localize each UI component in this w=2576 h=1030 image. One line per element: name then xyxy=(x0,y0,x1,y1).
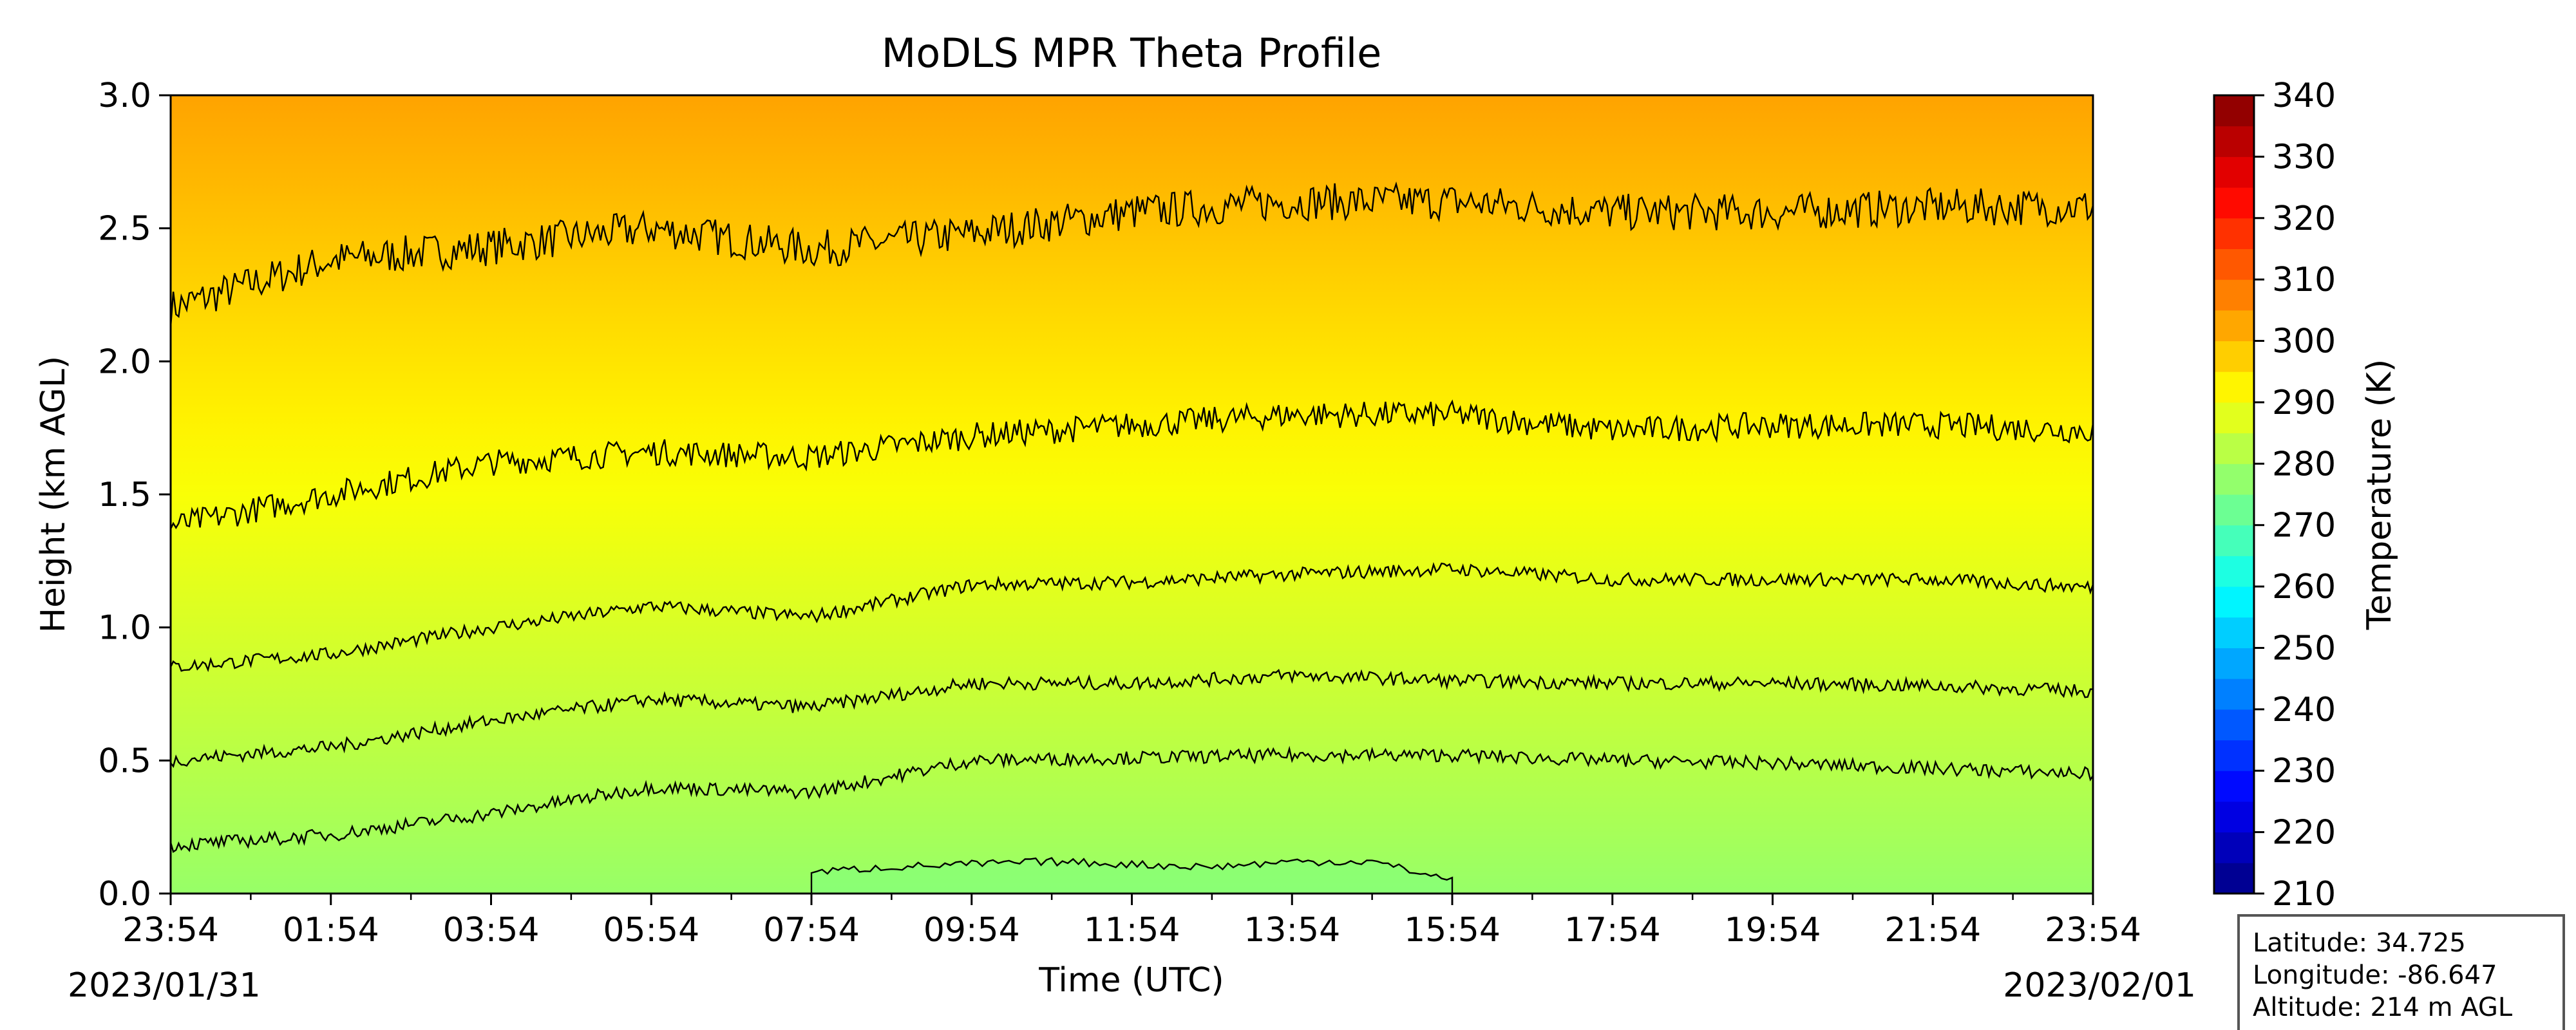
colorbar-band xyxy=(2214,279,2254,311)
contour-line-upper xyxy=(171,181,2093,327)
colorbar-tick-label: 330 xyxy=(2272,138,2336,176)
x-tick-label: 07:54 xyxy=(763,911,860,950)
colorbar-tick-label: 260 xyxy=(2272,568,2336,606)
location-info-box: Latitude: 34.725 Longitude: -86.647 Alti… xyxy=(2237,914,2565,1030)
colorbar-band xyxy=(2214,679,2254,710)
contour-line-low xyxy=(171,669,2093,769)
x-tick-label: 15:54 xyxy=(1404,911,1501,950)
x-tick-label: 03:54 xyxy=(443,911,540,950)
contour-line-mid xyxy=(171,562,2093,673)
x-tick-label: 21:54 xyxy=(1884,911,1981,950)
info-altitude: Altitude: 214 m AGL xyxy=(2253,993,2513,1022)
start-date-label: 2023/01/31 xyxy=(68,966,261,1005)
contour-lines xyxy=(171,181,2093,894)
colorbar-tick-label: 230 xyxy=(2272,752,2336,791)
contour-line-high xyxy=(171,399,2093,530)
y-axis: 0.0 0.5 1.0 1.5 2.0 2.5 3.0 xyxy=(98,77,171,913)
y-axis-label: Height (km AGL) xyxy=(34,356,73,633)
plot-area xyxy=(169,94,2094,895)
colorbar-tick-label: 300 xyxy=(2272,323,2336,361)
colorbar-tick-label: 290 xyxy=(2272,384,2336,422)
y-tick-label: 1.0 xyxy=(98,609,151,648)
colorbar-band xyxy=(2214,464,2254,495)
colorbar-band xyxy=(2214,494,2254,526)
colorbar-band xyxy=(2214,341,2254,372)
x-tick-label: 19:54 xyxy=(1725,911,1821,950)
x-tick-label: 09:54 xyxy=(923,911,1020,950)
colorbar-band xyxy=(2214,525,2254,556)
colorbar-tick-label: 250 xyxy=(2272,629,2336,668)
x-tick-label: 11:54 xyxy=(1084,911,1180,950)
x-tick-label: 01:54 xyxy=(283,911,379,950)
colorbar-tick-label: 310 xyxy=(2272,261,2336,299)
info-longitude: Longitude: -86.647 xyxy=(2253,960,2497,990)
colorbar-band xyxy=(2214,586,2254,618)
colorbar-band xyxy=(2214,709,2254,741)
x-tick-label: 23:54 xyxy=(2045,911,2141,950)
x-tick-label: 05:54 xyxy=(603,911,699,950)
y-tick-label: 3.0 xyxy=(98,77,151,115)
colorbar-bands xyxy=(2214,95,2254,894)
colorbar-tick-label: 220 xyxy=(2272,814,2336,852)
info-box-frame xyxy=(2237,914,2565,1030)
end-date-label: 2023/02/01 xyxy=(2003,966,2196,1005)
colorbar-band xyxy=(2214,617,2254,648)
colorbar-band xyxy=(2214,740,2254,771)
colorbar-label: Temperature (K) xyxy=(2360,359,2399,631)
chart-title: MoDLS MPR Theta Profile xyxy=(882,30,1382,77)
colorbar-band xyxy=(2214,402,2254,434)
colorbar-band xyxy=(2214,310,2254,342)
y-tick-label: 0.0 xyxy=(98,875,151,913)
colorbar-tick-label: 240 xyxy=(2272,691,2336,729)
colorbar-band xyxy=(2214,95,2254,127)
info-latitude: Latitude: 34.725 xyxy=(2253,928,2466,958)
colorbar-band xyxy=(2214,832,2254,863)
x-tick-label: 23:54 xyxy=(122,911,219,950)
y-tick-label: 2.0 xyxy=(98,342,151,381)
y-tick-label: 1.5 xyxy=(98,476,151,514)
theta-field xyxy=(171,95,2093,894)
colorbar-band xyxy=(2214,156,2254,188)
colorbar-band xyxy=(2214,248,2254,280)
colorbar-tick-label: 210 xyxy=(2272,875,2336,913)
y-tick-label: 2.5 xyxy=(98,210,151,248)
colorbar-tick-label: 280 xyxy=(2272,445,2336,483)
y-tick-label: 0.5 xyxy=(98,742,151,780)
x-axis: 23:54 01:54 03:54 05:54 07:54 09:54 11:54 13:54… xyxy=(122,894,2141,950)
colorbar-band xyxy=(2214,863,2254,894)
colorbar-tick-label: 340 xyxy=(2272,77,2336,115)
colorbar-band xyxy=(2214,187,2254,219)
colorbar-band xyxy=(2214,648,2254,679)
colorbar-band xyxy=(2214,801,2254,833)
colorbar-band xyxy=(2214,126,2254,157)
colorbar-band xyxy=(2214,371,2254,403)
contour-line-lowest xyxy=(171,745,2093,853)
colorbar-tick-label: 320 xyxy=(2272,200,2336,238)
colorbar: 210 220 230 240 250 260 270 280 290 300 310 320 330 3… xyxy=(2213,77,2399,913)
colorbar-band xyxy=(2214,433,2254,464)
colorbar-band xyxy=(2214,771,2254,802)
colorbar-tick-label: 270 xyxy=(2272,507,2336,545)
x-tick-label: 17:54 xyxy=(1564,911,1661,950)
contour-line-surface xyxy=(810,857,1454,894)
colorbar-band xyxy=(2214,556,2254,587)
colorbar-band xyxy=(2214,218,2254,249)
x-tick-label: 13:54 xyxy=(1244,911,1340,950)
x-axis-label: Time (UTC) xyxy=(1038,961,1224,1000)
colorbar-frame xyxy=(2213,94,2255,895)
colorbar-ticks: 210 220 230 240 250 260 270 280 290 300 310 320 330 3… xyxy=(2254,77,2336,913)
